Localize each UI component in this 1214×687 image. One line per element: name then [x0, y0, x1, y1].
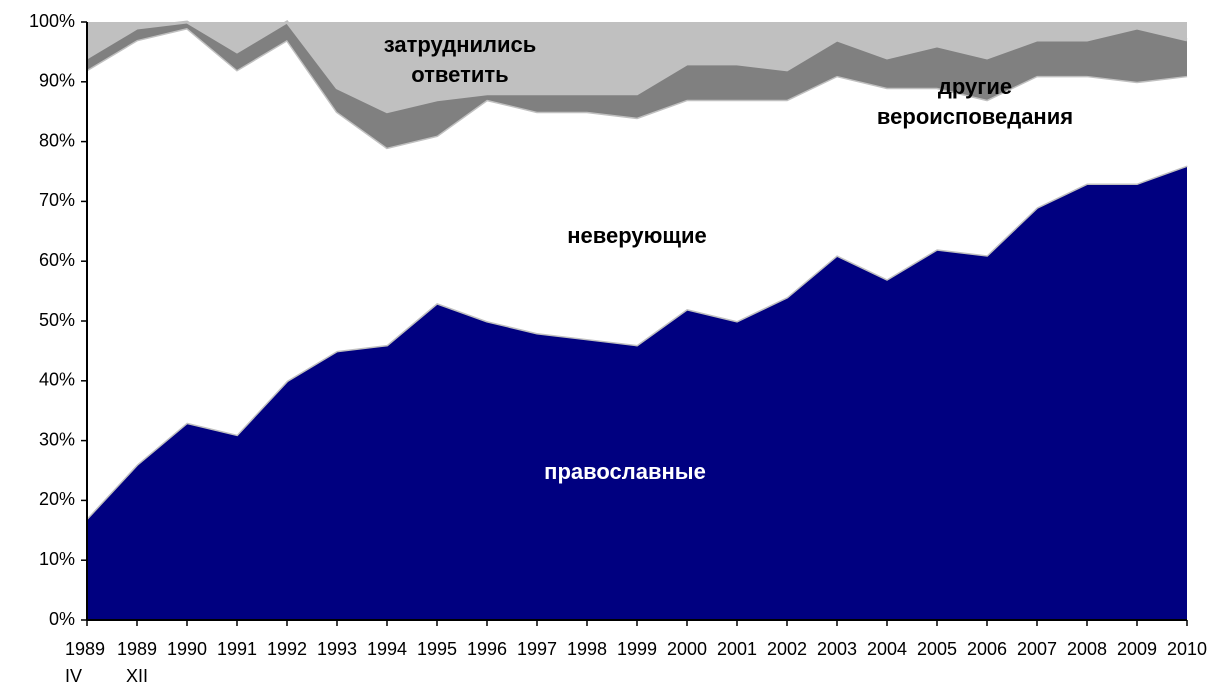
series-label: затруднились ответить: [384, 32, 537, 87]
y-tick-label: 0%: [49, 609, 75, 629]
x-tick-label: 2004: [867, 639, 907, 659]
x-tick-label: 1996: [467, 639, 507, 659]
x-tick-label: 2006: [967, 639, 1007, 659]
y-tick-label: 90%: [39, 71, 75, 91]
area: [87, 22, 1187, 112]
series-label: другие вероисповедания: [877, 74, 1073, 129]
y-tick-label: 30%: [39, 429, 75, 449]
x-tick-label: 2007: [1017, 639, 1057, 659]
x-tick-label: 1989 IV: [65, 639, 105, 686]
series-label: неверующие: [567, 223, 707, 248]
x-tick-label: 1990: [167, 639, 207, 659]
y-tick-label: 70%: [39, 190, 75, 210]
x-tick-label: 1994: [367, 639, 407, 659]
x-tick-label: 1995: [417, 639, 457, 659]
x-tick-label: 2008: [1067, 639, 1107, 659]
x-tick-label: 2009: [1117, 639, 1157, 659]
x-tick-label: 1999: [617, 639, 657, 659]
y-tick-label: 50%: [39, 310, 75, 330]
y-tick-label: 20%: [39, 489, 75, 509]
y-tick-label: 40%: [39, 370, 75, 390]
x-tick-label: 2003: [817, 639, 857, 659]
y-tick-label: 100%: [29, 11, 75, 31]
y-tick-label: 10%: [39, 549, 75, 569]
x-tick-label: 2000: [667, 639, 707, 659]
y-tick-label: 80%: [39, 130, 75, 150]
x-tick-label: 2010: [1167, 639, 1207, 659]
x-tick-label: 1998: [567, 639, 607, 659]
x-tick-label: 2001: [717, 639, 757, 659]
x-tick-label: 1993: [317, 639, 357, 659]
area: [87, 165, 1187, 620]
x-tick-label: 2005: [917, 639, 957, 659]
x-tick-label: 1992: [267, 639, 307, 659]
y-tick-label: 60%: [39, 250, 75, 270]
area: [87, 27, 1187, 519]
x-tick-label: 2002: [767, 639, 807, 659]
x-tick-label: 1997: [517, 639, 557, 659]
series-label: православные: [544, 459, 706, 484]
x-tick-label: 1991: [217, 639, 257, 659]
x-tick-label: 1989 XII: [117, 639, 157, 686]
